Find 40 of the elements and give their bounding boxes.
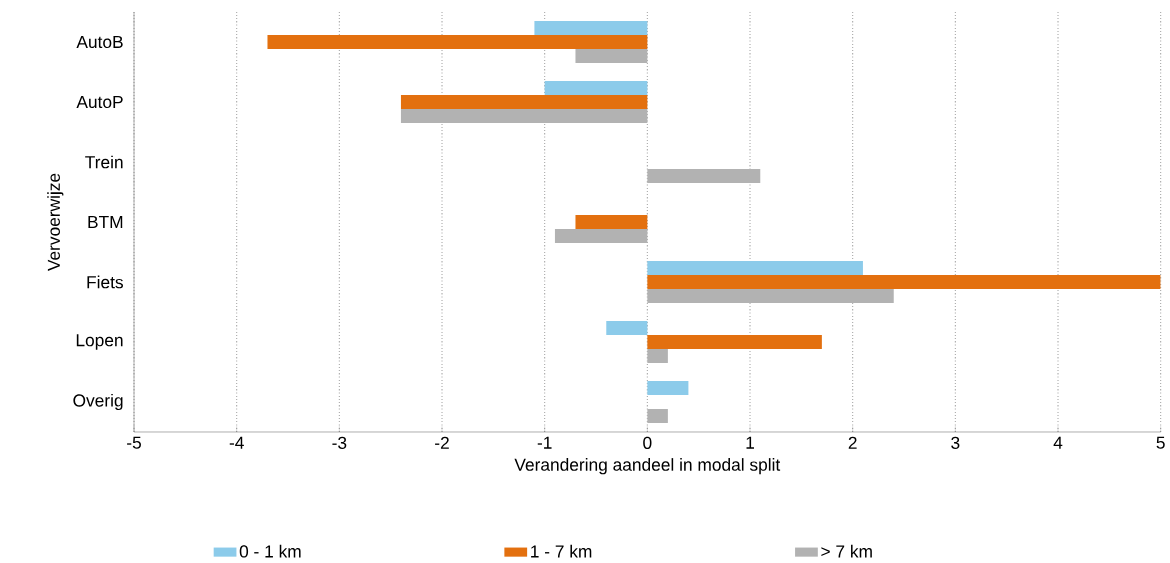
bar	[267, 35, 648, 49]
bar	[554, 229, 648, 243]
x-tick-label: -3	[332, 436, 347, 449]
y-tick-label: AutoP	[76, 95, 123, 109]
legend-label: 1 - 7 km	[531, 544, 592, 558]
bar	[647, 408, 668, 423]
y-tick-label: Lopen	[76, 334, 123, 350]
y-tick-label: Overig	[73, 393, 123, 411]
legend-label: 0 - 1 km	[239, 544, 301, 558]
bar	[534, 21, 648, 35]
x-tick-label: 3	[951, 436, 960, 449]
y-tick-label: Trein	[85, 155, 123, 169]
x-tick-label: 5	[1156, 436, 1165, 449]
x-tick-label: -2	[435, 436, 449, 449]
x-tick-label: -1	[537, 436, 552, 449]
y-axis-title: Vervoerwijze	[47, 173, 64, 272]
x-tick-label: 1	[746, 436, 754, 449]
y-tick-label: AutoB	[76, 35, 123, 49]
bar	[400, 109, 648, 123]
bar	[647, 348, 668, 363]
y-tick-label: Fiets	[87, 275, 123, 289]
x-axis-title: Verandering aandeel in modal split	[514, 458, 781, 475]
bar	[647, 334, 822, 349]
x-tick-label: -4	[229, 436, 244, 449]
bar	[647, 261, 863, 275]
bar	[575, 215, 648, 229]
x-tick-label: 2	[848, 436, 857, 449]
bar	[647, 275, 1161, 289]
y-tick-label: BTM	[88, 216, 123, 228]
bar	[647, 289, 894, 303]
bar	[647, 169, 761, 183]
bar	[647, 380, 689, 395]
x-tick-label: 0	[643, 436, 652, 449]
bar	[400, 95, 648, 109]
bar	[575, 49, 648, 63]
x-tick-label: 4	[1053, 436, 1063, 449]
legend-label: > 7 km	[821, 544, 872, 558]
bar	[606, 320, 648, 335]
bar	[544, 81, 648, 95]
x-tick-label: -5	[127, 436, 141, 449]
